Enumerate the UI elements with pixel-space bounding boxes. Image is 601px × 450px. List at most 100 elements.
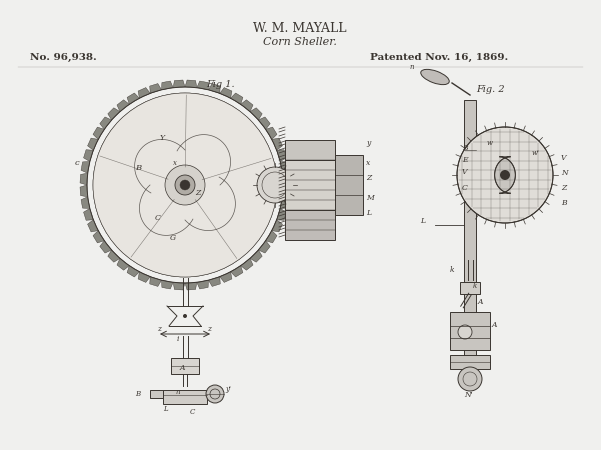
Polygon shape xyxy=(150,277,162,287)
Polygon shape xyxy=(258,241,270,253)
Bar xyxy=(335,155,363,215)
Text: Fig 1.: Fig 1. xyxy=(206,80,234,89)
Circle shape xyxy=(93,93,277,277)
Polygon shape xyxy=(108,108,120,120)
Polygon shape xyxy=(250,108,262,120)
Text: n: n xyxy=(175,388,180,396)
Bar xyxy=(485,150,495,210)
Text: N: N xyxy=(561,169,567,177)
Polygon shape xyxy=(185,80,197,88)
Circle shape xyxy=(180,180,190,190)
Polygon shape xyxy=(197,280,209,289)
Polygon shape xyxy=(80,185,88,197)
Polygon shape xyxy=(209,84,220,93)
Polygon shape xyxy=(84,208,93,220)
Text: w: w xyxy=(487,139,493,147)
Polygon shape xyxy=(81,197,90,208)
Circle shape xyxy=(183,314,187,318)
Circle shape xyxy=(257,167,293,203)
Polygon shape xyxy=(81,162,90,173)
Polygon shape xyxy=(162,81,173,90)
Polygon shape xyxy=(185,282,197,290)
Polygon shape xyxy=(117,100,129,112)
Ellipse shape xyxy=(421,69,449,85)
Polygon shape xyxy=(240,100,253,112)
Polygon shape xyxy=(220,88,232,98)
Polygon shape xyxy=(88,138,98,150)
Text: y': y' xyxy=(225,385,231,393)
Polygon shape xyxy=(84,150,93,162)
Text: w': w' xyxy=(532,149,540,157)
Polygon shape xyxy=(93,127,105,140)
Polygon shape xyxy=(250,250,262,262)
Circle shape xyxy=(500,170,510,180)
Text: M: M xyxy=(366,194,374,202)
Text: Patented Nov. 16, 1869.: Patented Nov. 16, 1869. xyxy=(370,53,508,62)
Polygon shape xyxy=(138,88,150,98)
Text: Y: Y xyxy=(160,134,165,142)
Polygon shape xyxy=(100,241,112,253)
Text: W. M. MAYALL: W. M. MAYALL xyxy=(253,22,347,35)
Polygon shape xyxy=(150,84,162,93)
Polygon shape xyxy=(280,197,289,208)
Bar xyxy=(464,100,476,360)
Bar xyxy=(171,358,199,374)
Polygon shape xyxy=(282,185,290,197)
Text: k: k xyxy=(473,282,477,290)
Circle shape xyxy=(458,325,472,339)
Polygon shape xyxy=(495,157,515,193)
Text: G: G xyxy=(170,234,176,242)
Text: Z: Z xyxy=(366,174,371,182)
Text: c: c xyxy=(75,159,80,167)
Text: A: A xyxy=(180,364,186,372)
Circle shape xyxy=(175,175,195,195)
Polygon shape xyxy=(108,250,120,262)
Text: E: E xyxy=(462,156,468,164)
Polygon shape xyxy=(240,258,253,270)
Bar xyxy=(285,210,335,240)
Text: Z: Z xyxy=(195,189,200,197)
Polygon shape xyxy=(100,117,112,129)
Text: y: y xyxy=(366,139,370,147)
Text: No. 96,938.: No. 96,938. xyxy=(30,53,97,62)
Polygon shape xyxy=(88,220,98,232)
Bar xyxy=(450,312,490,350)
Text: x: x xyxy=(173,159,177,167)
Text: C: C xyxy=(462,184,468,192)
Text: x: x xyxy=(366,159,370,167)
Circle shape xyxy=(457,127,553,223)
Polygon shape xyxy=(162,280,173,289)
Text: B: B xyxy=(135,164,141,172)
Bar xyxy=(150,390,163,398)
Bar xyxy=(450,355,490,369)
Bar xyxy=(460,282,480,294)
Polygon shape xyxy=(231,266,243,277)
Text: Fig. 2: Fig. 2 xyxy=(475,85,504,94)
Polygon shape xyxy=(209,277,220,287)
Text: V: V xyxy=(561,154,567,162)
Polygon shape xyxy=(280,162,289,173)
Polygon shape xyxy=(127,266,139,277)
Polygon shape xyxy=(272,220,282,232)
Circle shape xyxy=(458,367,482,391)
Polygon shape xyxy=(80,173,88,185)
Polygon shape xyxy=(266,230,277,243)
Polygon shape xyxy=(117,258,129,270)
Text: Corn Sheller.: Corn Sheller. xyxy=(263,37,337,47)
Text: z: z xyxy=(157,325,161,333)
Text: k: k xyxy=(450,266,454,274)
Polygon shape xyxy=(127,93,139,104)
Polygon shape xyxy=(93,230,105,243)
Text: B: B xyxy=(561,199,567,207)
Polygon shape xyxy=(276,150,287,162)
Text: C: C xyxy=(155,214,161,222)
Text: A: A xyxy=(492,321,498,329)
Text: L: L xyxy=(163,405,168,413)
Text: B: B xyxy=(135,390,140,398)
Text: Z: Z xyxy=(561,184,566,192)
Polygon shape xyxy=(266,127,277,140)
Circle shape xyxy=(165,165,205,205)
Polygon shape xyxy=(282,173,290,185)
Polygon shape xyxy=(220,272,232,283)
Bar xyxy=(285,160,335,210)
